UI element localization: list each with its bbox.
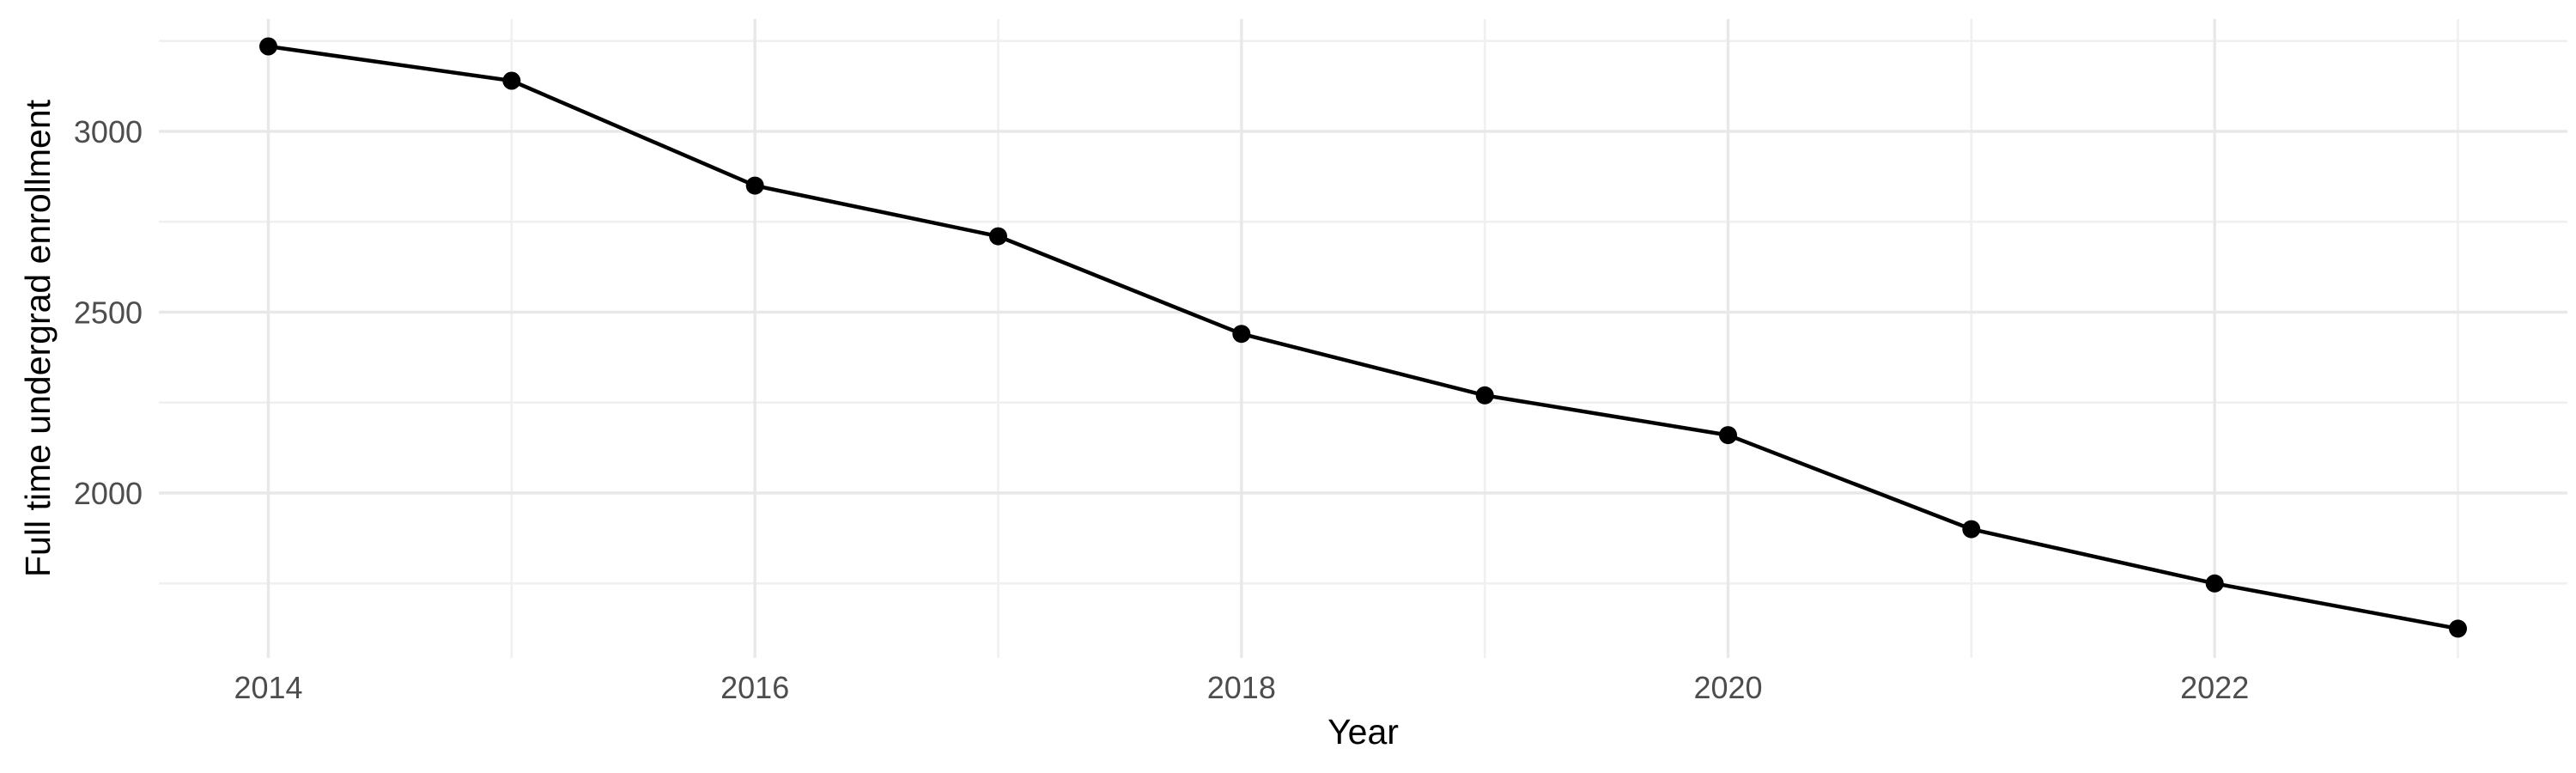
y-axis-title: Full time undergrad enrollment xyxy=(18,99,58,577)
data-point-2021 xyxy=(1962,520,1981,539)
gridlines-major xyxy=(159,19,2567,658)
x-axis-tick-labels: 2014 2016 2018 2020 2022 xyxy=(234,670,2249,705)
data-point-2014 xyxy=(259,37,277,56)
series-line xyxy=(266,44,2460,631)
y-tick-label-3000: 3000 xyxy=(74,114,143,149)
x-tick-label-2016: 2016 xyxy=(720,670,789,705)
data-point-2023 xyxy=(2449,619,2467,638)
data-point-2017 xyxy=(989,227,1007,246)
x-tick-label-2014: 2014 xyxy=(234,670,302,705)
y-tick-label-2000: 2000 xyxy=(74,476,143,511)
data-point-2018 xyxy=(1232,325,1251,344)
series-points xyxy=(259,37,2467,638)
y-tick-label-2500: 2500 xyxy=(74,295,143,331)
x-axis-title: Year xyxy=(1327,712,1399,752)
y-axis-tick-labels: 2000 2500 3000 xyxy=(74,114,143,511)
x-tick-label-2018: 2018 xyxy=(1207,670,1276,705)
gridlines-minor xyxy=(159,19,2567,658)
x-tick-label-2020: 2020 xyxy=(1693,670,1762,705)
data-point-2015 xyxy=(502,71,521,90)
data-point-2020 xyxy=(1719,426,1737,445)
data-point-2016 xyxy=(745,176,764,195)
data-point-2022 xyxy=(2205,574,2224,593)
x-tick-label-2022: 2022 xyxy=(2180,670,2249,705)
data-point-2019 xyxy=(1475,386,1494,405)
